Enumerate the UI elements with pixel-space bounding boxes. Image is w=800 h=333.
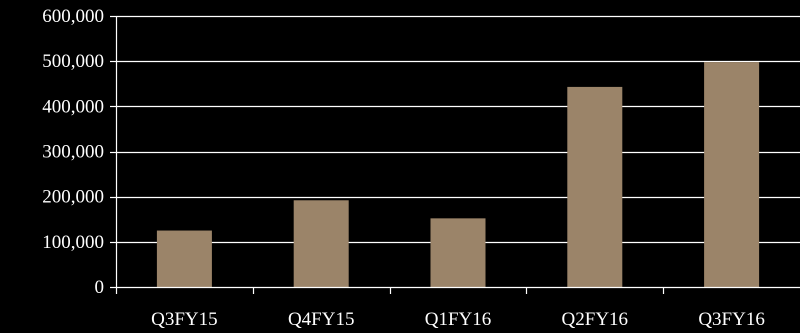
bar-q2fy16 [567, 86, 623, 287]
bars [156, 62, 760, 287]
bar-q3fy16 [704, 62, 760, 287]
y-tick-label: 0 [95, 277, 105, 298]
x-tick-label: Q3FY16 [698, 309, 765, 330]
bar-q1fy16 [430, 218, 486, 287]
y-tick-label: 200,000 [42, 187, 104, 208]
y-tick-labels: 0 100,000 200,000 300,000 400,000 500,000 600,… [42, 6, 104, 298]
y-tick-label: 100,000 [42, 232, 104, 253]
x-tick-label: Q4FY15 [288, 309, 355, 330]
bar-q4fy15 [293, 200, 349, 287]
y-tick-label: 600,000 [42, 6, 104, 27]
y-tick-label: 500,000 [42, 51, 104, 72]
x-tick-label: Q3FY15 [151, 309, 218, 330]
x-tick-labels: Q3FY15 Q4FY15 Q1FY16 Q2FY16 Q3FY16 [151, 309, 765, 330]
y-tick-label: 400,000 [42, 96, 104, 117]
x-tick-label: Q2FY16 [562, 309, 629, 330]
y-tick-label: 300,000 [42, 142, 104, 163]
bar-q3fy15 [156, 230, 212, 287]
gridlines [116, 15, 800, 244]
x-tick-label: Q1FY16 [425, 309, 492, 330]
axes [110, 15, 800, 294]
